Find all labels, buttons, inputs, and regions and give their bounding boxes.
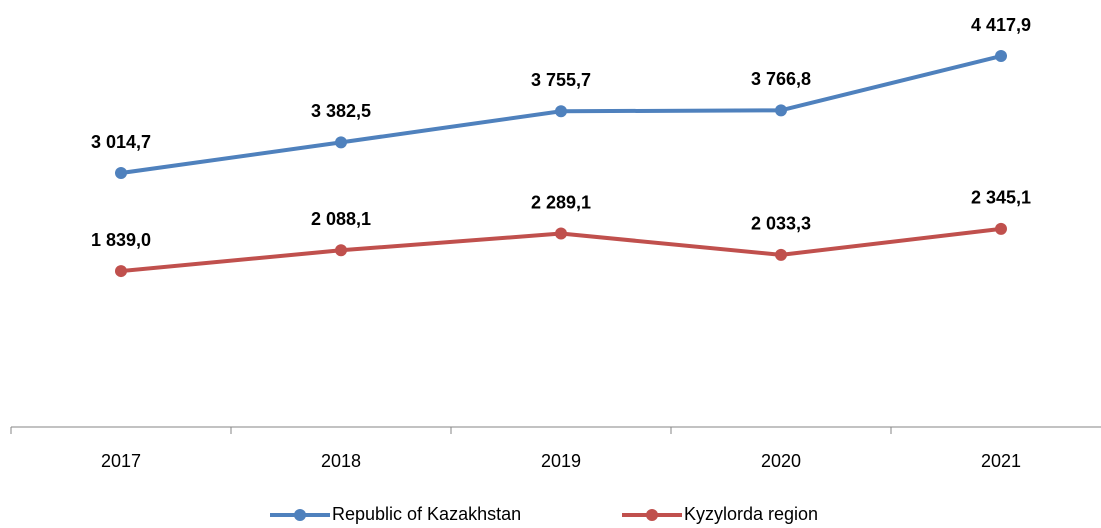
x-tick-label: 2021 — [981, 451, 1021, 471]
point — [115, 265, 127, 278]
data-label: 2 033,3 — [751, 214, 811, 234]
point — [335, 136, 347, 149]
x-tick-label: 2017 — [101, 451, 141, 471]
data-label: 2 088,1 — [311, 209, 371, 229]
x-tick-label: 2019 — [541, 451, 581, 471]
data-label: 3 755,7 — [531, 70, 591, 90]
legend-label: Kyzylorda region — [684, 504, 818, 524]
point — [775, 248, 787, 261]
data-label: 3 382,5 — [311, 101, 371, 121]
legend-marker — [294, 509, 306, 521]
data-label: 4 417,9 — [971, 15, 1031, 35]
legend-label: Republic of Kazakhstan — [332, 504, 521, 524]
data-label: 3 766,8 — [751, 69, 811, 89]
legend-marker — [646, 509, 658, 521]
x-tick-label: 2020 — [761, 451, 801, 471]
point — [335, 244, 347, 257]
x-tick-label: 2018 — [321, 451, 361, 471]
data-label: 2 345,1 — [971, 188, 1031, 208]
point — [995, 50, 1007, 63]
point — [555, 227, 567, 240]
data-label: 2 289,1 — [531, 192, 591, 212]
point — [555, 105, 567, 118]
point — [115, 167, 127, 180]
data-label: 3 014,7 — [91, 132, 151, 152]
point — [775, 104, 787, 117]
data-label: 1 839,0 — [91, 230, 151, 250]
point — [995, 222, 1007, 235]
